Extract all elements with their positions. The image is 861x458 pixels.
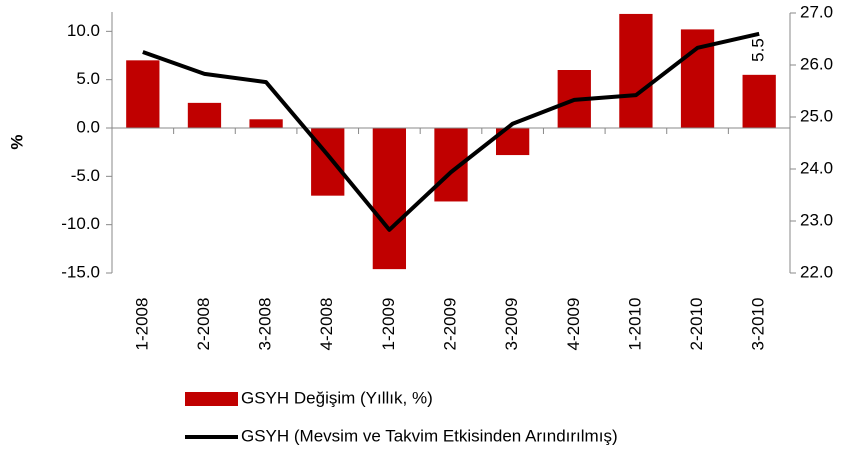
y-tick-label: 10.0 <box>67 21 100 40</box>
y-tick-label: -15.0 <box>61 262 100 281</box>
legend-label: GSYH Değişim (Yıllık, %) <box>241 388 433 407</box>
bar <box>742 74 776 128</box>
y2-tick-label: 27.0 <box>800 2 833 21</box>
line <box>142 31 760 232</box>
bar <box>187 102 222 128</box>
x-tick-label: 1-2010 <box>625 298 644 351</box>
x-tick-label: 2-2008 <box>194 298 213 351</box>
y2-tick-label: 22.0 <box>800 262 833 281</box>
x-tick-label: 3-2008 <box>256 298 275 351</box>
y2-tick-label: 26.0 <box>800 54 833 73</box>
x-tick-label: 2-2009 <box>440 298 459 351</box>
bar <box>249 119 283 128</box>
bar <box>372 128 407 270</box>
y2-tick-label: 23.0 <box>800 210 833 229</box>
x-tick-label: 1-2009 <box>379 298 398 351</box>
legend-label: GSYH (Mevsim ve Takvim Etkisinden Arındı… <box>241 426 618 445</box>
y-tick-label: -10.0 <box>61 214 100 233</box>
legend-swatch <box>185 392 238 406</box>
y-axis-label: % <box>7 134 26 149</box>
x-tick-label: 4-2008 <box>317 298 336 351</box>
x-tick-label: 3-2009 <box>502 298 521 351</box>
y-tick-label: 5.0 <box>76 69 100 88</box>
x-tick-label: 2-2010 <box>687 298 706 351</box>
y2-tick-label: 25.0 <box>800 106 833 125</box>
data-label: 5.5 <box>749 38 768 62</box>
y-tick-label: 0.0 <box>76 117 100 136</box>
bar <box>126 60 160 129</box>
x-tick-label: 3-2010 <box>749 298 768 351</box>
bar <box>619 13 653 128</box>
x-tick-label: 4-2009 <box>564 298 583 351</box>
y-tick-label: -5.0 <box>71 166 100 185</box>
y2-tick-label: 24.0 <box>800 158 833 177</box>
x-tick-label: 1-2008 <box>132 298 151 351</box>
